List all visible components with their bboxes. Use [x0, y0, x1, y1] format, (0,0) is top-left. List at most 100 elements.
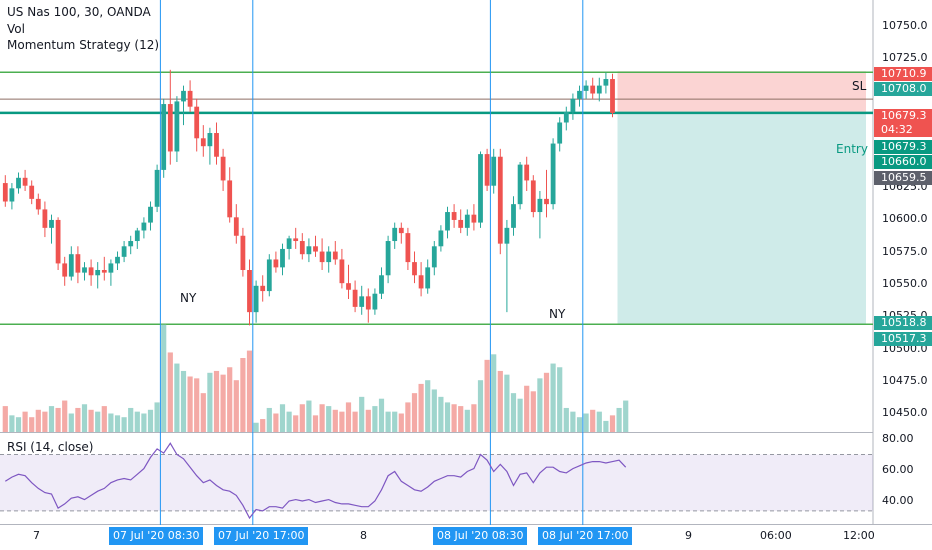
symbol-title[interactable]: US Nas 100, 30, OANDA — [7, 5, 151, 19]
volume-bar — [484, 359, 490, 432]
volume-bar — [306, 400, 312, 432]
volume-bar — [372, 406, 378, 432]
candle-body — [115, 256, 120, 264]
volume-bar — [609, 415, 616, 432]
volume-bar — [81, 404, 88, 432]
volume-bar — [180, 370, 187, 432]
candle-body — [458, 219, 464, 228]
candle-body — [134, 230, 140, 242]
rsi-axis-label: 80.00 — [882, 432, 914, 445]
rsi-indicator-label[interactable]: RSI (14, close) — [7, 440, 94, 454]
candle-body — [68, 254, 74, 277]
candle-body — [464, 214, 470, 228]
price-axis-label: 10575.0 — [882, 245, 928, 258]
candle-body — [445, 212, 450, 231]
strategy-indicator-label[interactable]: Momentum Strategy (12) — [7, 38, 160, 52]
volume-bar — [246, 350, 253, 432]
volume-bar — [444, 402, 451, 432]
candle-body — [253, 285, 259, 313]
volume-bar — [550, 363, 556, 432]
rsi-axis-label: 40.00 — [882, 494, 914, 507]
stop-loss-label: SL — [852, 79, 867, 93]
candle-body — [62, 263, 68, 277]
take-profit-zone — [617, 112, 866, 325]
candle-body — [557, 122, 563, 144]
volume-bar — [114, 415, 121, 432]
candle-body — [570, 98, 576, 112]
volume-bar — [200, 393, 206, 432]
candle-body — [425, 267, 431, 289]
candle-body — [610, 79, 615, 113]
volume-bar — [537, 378, 543, 432]
volume-bar — [128, 407, 134, 432]
volume-bar — [312, 415, 319, 432]
candle-body — [141, 222, 147, 231]
candle-body — [233, 217, 239, 236]
candle-body — [280, 248, 285, 268]
volume-bar — [293, 415, 299, 432]
candle-body — [260, 285, 266, 292]
candle-body — [108, 263, 114, 273]
candle-body — [286, 238, 292, 249]
candle-body — [497, 156, 503, 244]
candle-body — [365, 296, 371, 310]
price-tag-sl: 10710.9 — [874, 67, 932, 81]
price-axis-label: 10750.0 — [882, 19, 928, 32]
candle-body — [2, 183, 8, 202]
volume-bar — [253, 422, 259, 432]
volume-bar — [411, 393, 418, 432]
volume-bar — [385, 411, 391, 432]
volume-bar — [352, 411, 358, 432]
candle-body — [451, 212, 457, 220]
volume-bar — [524, 385, 530, 432]
volume-bar — [121, 417, 127, 432]
candle-body — [478, 154, 483, 223]
volume-bar — [147, 409, 154, 432]
time-axis-label: 06:00 — [760, 529, 792, 542]
candle-body — [524, 164, 530, 181]
candle-body — [95, 270, 101, 276]
candle-body — [590, 85, 596, 94]
candle-body — [299, 241, 305, 255]
volume-bar — [576, 417, 583, 432]
volume-bar — [207, 372, 213, 432]
candle-body — [266, 259, 272, 292]
candle-body — [431, 246, 437, 268]
candle-body — [412, 262, 417, 276]
candle-body — [398, 227, 404, 234]
candle-body — [332, 251, 338, 260]
candle-body — [563, 111, 569, 123]
volume-bar — [88, 409, 94, 432]
time-highlight-label: 08 Jul '20 17:00 — [538, 527, 633, 545]
volume-bar — [557, 367, 563, 432]
volume-bar — [504, 374, 510, 432]
volume-bar — [596, 411, 602, 432]
volume-bar — [326, 406, 332, 432]
volume-bar — [279, 404, 286, 432]
time-highlight-label: 07 Jul '20 17:00 — [214, 527, 309, 545]
candle-body — [550, 143, 556, 205]
candle-body — [121, 246, 127, 257]
price-tag-tp: 10518.8 — [874, 316, 932, 330]
volume-bar — [220, 374, 226, 432]
volume-indicator-label[interactable]: Vol — [7, 22, 25, 36]
volume-bar — [213, 370, 220, 432]
candle-body — [194, 106, 200, 139]
candle-body — [517, 164, 523, 205]
volume-bar — [438, 396, 444, 432]
volume-bar — [2, 406, 8, 432]
candle-body — [544, 198, 549, 205]
volume-bar — [570, 411, 576, 432]
candle-body — [35, 198, 41, 210]
volume-bar — [510, 393, 517, 432]
candle-body — [55, 219, 61, 264]
volume-bar — [75, 407, 81, 432]
volume-bar — [378, 398, 385, 432]
volume-bar — [29, 417, 35, 432]
candle-body — [29, 185, 35, 199]
volume-bar — [35, 409, 41, 432]
candle-body — [326, 251, 332, 263]
candle-body — [504, 227, 510, 244]
